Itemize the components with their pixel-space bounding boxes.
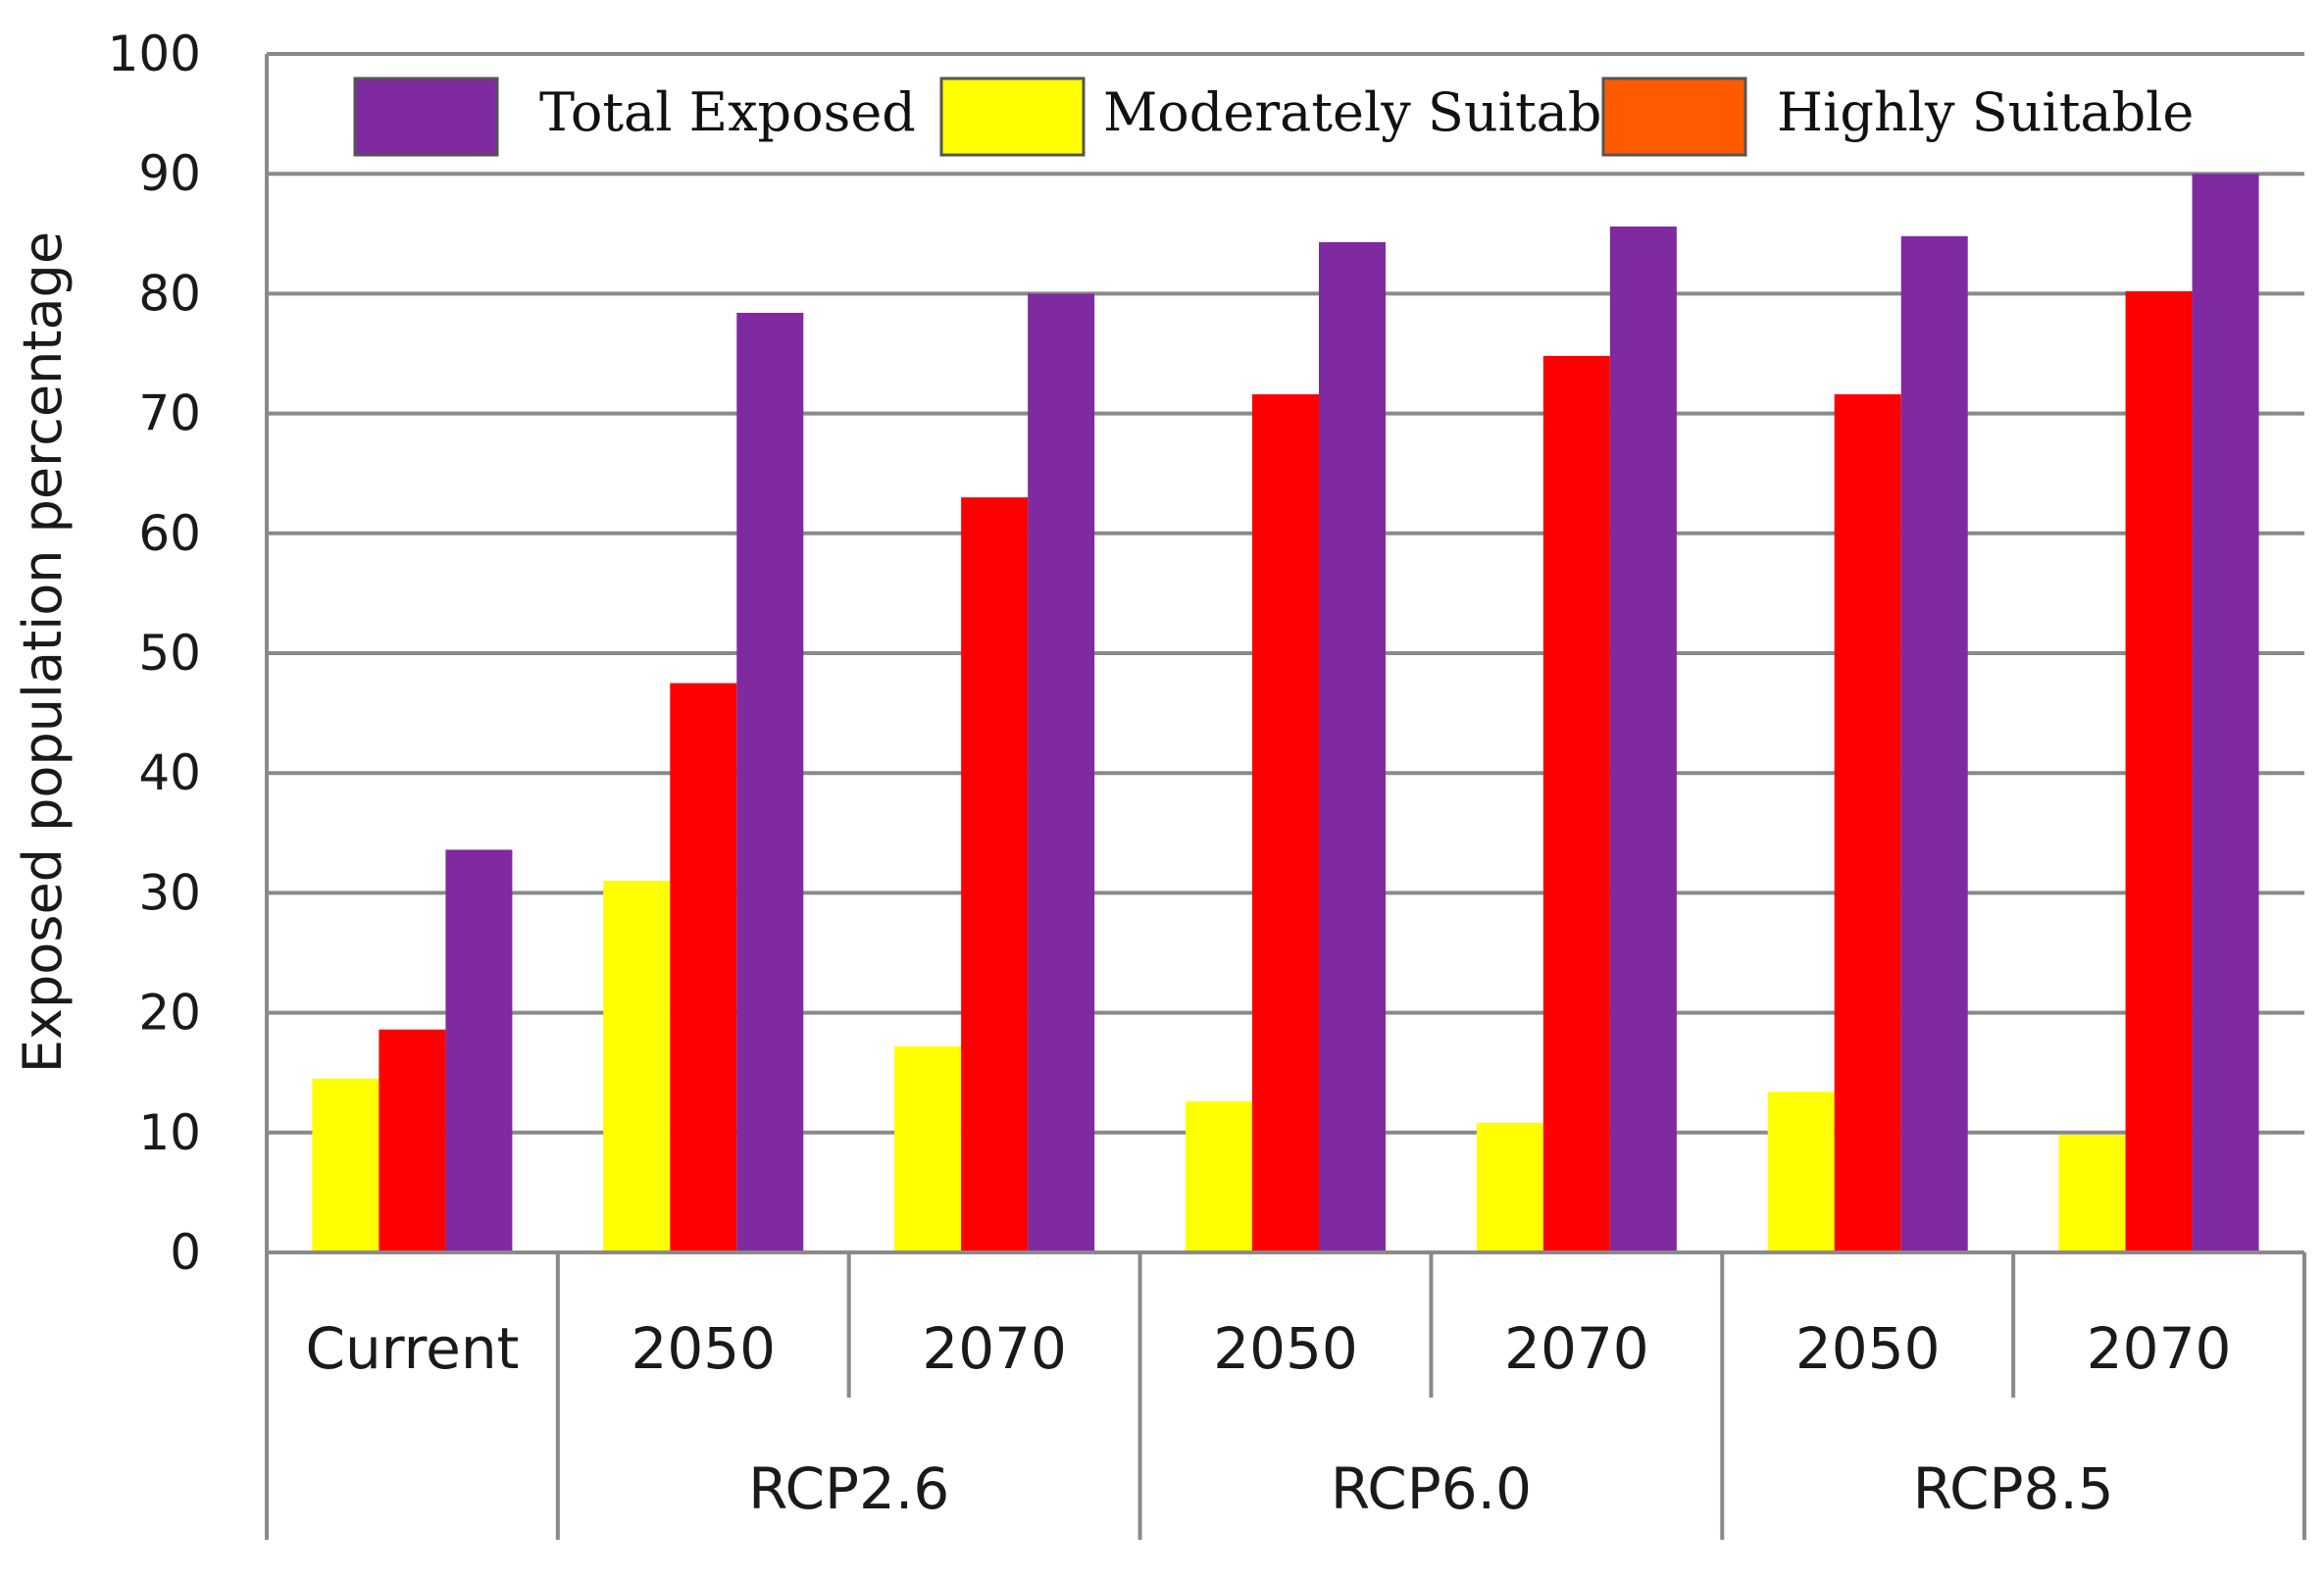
x-category-label: Current <box>306 1315 520 1382</box>
bar-highly-suitable <box>1834 394 1901 1253</box>
x-category-label: 2050 <box>1795 1315 1941 1382</box>
bar-highly-suitable <box>670 683 737 1252</box>
y-tick-label: 10 <box>138 1104 201 1161</box>
bar-highly-suitable <box>2125 290 2193 1252</box>
y-tick-label: 20 <box>138 985 201 1042</box>
legend-swatch <box>353 76 499 157</box>
x-category-label: 2070 <box>1504 1315 1649 1382</box>
bar-moderately-suitable <box>1476 1123 1543 1252</box>
bar-moderately-suitable <box>312 1078 379 1252</box>
bar-highly-suitable <box>1542 355 1610 1253</box>
y-tick-label: 30 <box>138 864 201 921</box>
legend-label: Highly Suitable <box>1777 81 2194 143</box>
bar-moderately-suitable <box>603 881 671 1252</box>
x-category-label: 2050 <box>631 1315 776 1382</box>
y-tick-labels: 0 10 20 30 40 50 60 70 80 90 100 <box>108 25 201 1281</box>
y-tick-label: 50 <box>138 625 201 682</box>
bar-total-exposed <box>1028 293 1095 1252</box>
y-axis-label: Exposed population percentage <box>12 231 74 1073</box>
x-group-label: RCP8.5 <box>1913 1455 2114 1522</box>
y-tick-label: 100 <box>108 25 201 82</box>
bar-highly-suitable <box>961 497 1029 1252</box>
x-category-label: 2070 <box>922 1315 1067 1382</box>
y-tick-label: 90 <box>138 145 201 202</box>
y-tick-label: 80 <box>138 265 201 322</box>
bar-moderately-suitable <box>2058 1135 2126 1252</box>
bar-moderately-suitable <box>894 1045 962 1252</box>
bar-highly-suitable <box>379 1029 446 1252</box>
axes <box>265 54 2306 1540</box>
bar-total-exposed <box>445 849 513 1252</box>
bar-total-exposed <box>1319 241 1386 1252</box>
legend-label: Total Exposed <box>539 81 916 143</box>
bar-moderately-suitable <box>1767 1092 1835 1252</box>
x-category-labels: Current 2050 2070 2050 2070 2050 2070 RCP2.6 RCP… <box>306 1315 2232 1522</box>
x-category-label: 2050 <box>1213 1315 1358 1382</box>
bar-total-exposed <box>1609 226 1677 1252</box>
legend-swatch <box>1601 76 1747 157</box>
x-group-label: RCP2.6 <box>748 1455 949 1522</box>
bar-total-exposed <box>736 312 804 1252</box>
legend-swatch <box>939 76 1086 157</box>
bar-total-exposed <box>1900 235 1968 1252</box>
y-tick-label: 40 <box>138 744 201 801</box>
x-category-label: 2070 <box>2087 1315 2232 1382</box>
bar-moderately-suitable <box>1186 1101 1252 1252</box>
y-tick-label: 0 <box>170 1224 201 1281</box>
y-tick-label: 60 <box>138 505 201 562</box>
legend-label: Moderately Suitable <box>1103 81 1650 143</box>
legend: Total Exposed Moderately Suitable Highly S… <box>353 76 2194 157</box>
bar-highly-suitable <box>1252 394 1319 1253</box>
x-group-label: RCP6.0 <box>1331 1455 1532 1522</box>
bar-total-exposed <box>2192 174 2259 1253</box>
y-tick-label: 70 <box>138 385 201 442</box>
bars <box>312 174 2259 1253</box>
